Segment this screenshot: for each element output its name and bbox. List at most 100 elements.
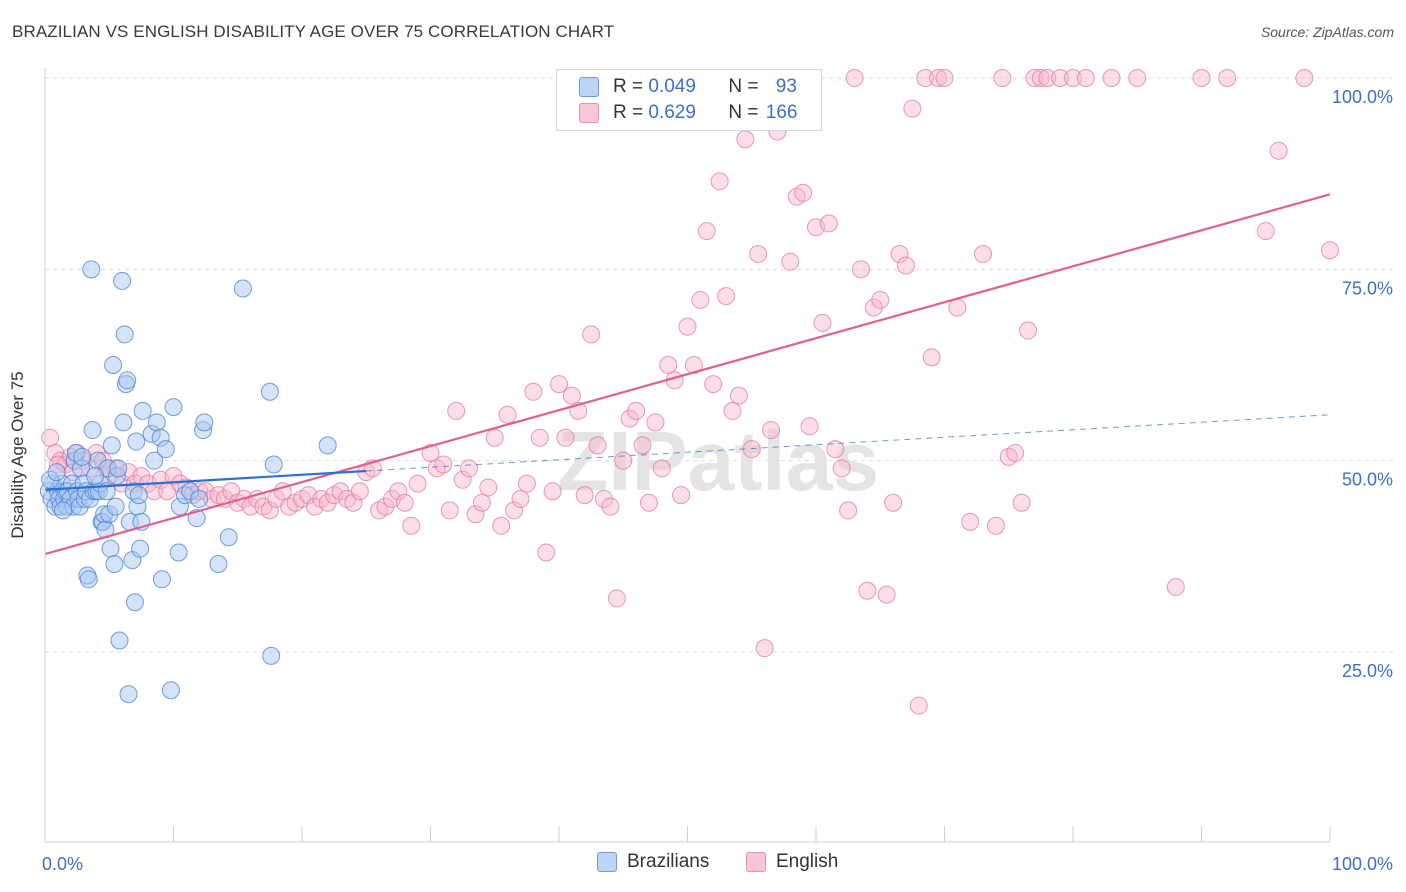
english-point bbox=[864, 298, 883, 317]
english-point bbox=[331, 482, 350, 501]
english-point bbox=[485, 428, 504, 447]
english-point bbox=[646, 413, 665, 432]
english-point bbox=[248, 489, 267, 508]
english-point bbox=[376, 497, 395, 516]
english-point bbox=[1321, 241, 1339, 260]
english-point bbox=[961, 512, 980, 531]
brazilian-point bbox=[262, 646, 281, 665]
brazilian-point bbox=[209, 554, 228, 573]
english-point bbox=[659, 356, 678, 374]
brazilian-point bbox=[195, 413, 214, 432]
legend-n-value: 93 bbox=[775, 76, 797, 97]
brazilian-point bbox=[318, 436, 337, 455]
english-point bbox=[890, 245, 909, 264]
english-point bbox=[164, 466, 183, 485]
y-tick-label: 25.0% bbox=[1342, 661, 1393, 681]
english-points bbox=[41, 69, 1339, 715]
english-point bbox=[1038, 69, 1057, 87]
brazilian-point bbox=[145, 451, 164, 470]
x-tick-label: 0.0% bbox=[42, 854, 83, 874]
english-point bbox=[819, 214, 838, 233]
english-point bbox=[916, 69, 935, 87]
source-label: Source: ZipAtlas.com bbox=[1260, 24, 1394, 40]
english-point bbox=[1051, 69, 1070, 87]
english-point bbox=[1031, 69, 1050, 87]
legend-row-english: R = 0.629 N = 166 bbox=[579, 101, 797, 125]
english-point bbox=[472, 493, 491, 512]
series-legend: Brazilians English bbox=[0, 851, 1406, 877]
english-point bbox=[434, 455, 453, 474]
english-point bbox=[909, 696, 928, 715]
english-point bbox=[562, 386, 581, 405]
english-point bbox=[813, 313, 832, 332]
y-axis-label: Disability Age Over 75 bbox=[8, 371, 27, 539]
brazilian-point bbox=[129, 486, 148, 505]
english-point bbox=[530, 428, 549, 447]
english-point bbox=[318, 493, 337, 512]
english-point bbox=[929, 69, 948, 87]
english-point bbox=[524, 382, 543, 401]
english-point bbox=[41, 428, 60, 447]
x-tick-label: 100.0% bbox=[1332, 854, 1393, 874]
brazilian-point bbox=[105, 554, 124, 573]
english-point bbox=[993, 69, 1012, 87]
english-point bbox=[723, 401, 742, 420]
english-point bbox=[241, 497, 260, 516]
english-point bbox=[633, 436, 652, 455]
legend-row-brazilians: R = 0.049 N = 93 bbox=[579, 75, 797, 99]
brazilian-point bbox=[169, 543, 188, 562]
english-point bbox=[729, 386, 748, 405]
axes bbox=[44, 68, 1331, 843]
brazilian-point bbox=[260, 382, 279, 401]
brazilian-point bbox=[152, 570, 171, 589]
english-point bbox=[601, 497, 620, 516]
english-point bbox=[704, 375, 723, 394]
english-point bbox=[1192, 69, 1211, 87]
english-point bbox=[1166, 577, 1185, 596]
brazilian-point bbox=[101, 539, 120, 558]
x-tick-labels: 0.0% 100.0% bbox=[42, 854, 1393, 874]
english-point bbox=[543, 482, 562, 501]
legend-n-value: 166 bbox=[765, 102, 798, 123]
english-point bbox=[839, 501, 858, 520]
english-point bbox=[935, 69, 954, 87]
brazilian-point bbox=[79, 570, 98, 589]
english-point bbox=[845, 69, 864, 87]
brazilian-point bbox=[190, 489, 209, 508]
brazilian-point bbox=[83, 421, 102, 440]
legend-label-english: English bbox=[776, 851, 839, 872]
legend-r-value: 0.049 bbox=[648, 76, 696, 97]
english-point bbox=[1102, 69, 1121, 87]
english-point bbox=[1076, 69, 1095, 87]
english-point bbox=[537, 543, 556, 562]
english-point bbox=[1019, 321, 1038, 340]
english-point bbox=[858, 581, 877, 600]
english-point bbox=[717, 287, 736, 306]
english-point bbox=[440, 501, 459, 520]
english-point bbox=[614, 451, 633, 470]
brazilian-point bbox=[147, 413, 166, 432]
brazilian-point bbox=[133, 401, 152, 420]
english-point bbox=[453, 470, 472, 489]
brazilian-point bbox=[114, 413, 133, 432]
english-point bbox=[505, 501, 524, 520]
english-point bbox=[389, 482, 408, 501]
trend-lines bbox=[44, 193, 1331, 556]
english-point bbox=[896, 256, 915, 275]
brazilian-point bbox=[118, 371, 137, 390]
english-point bbox=[1064, 69, 1082, 87]
english-point bbox=[1256, 222, 1275, 241]
brazilian-point bbox=[47, 463, 66, 482]
brazilian-point bbox=[86, 466, 105, 485]
english-point bbox=[884, 493, 903, 512]
brazilian-points bbox=[39, 260, 337, 704]
english-point bbox=[974, 245, 993, 264]
brazilian-point bbox=[113, 271, 132, 290]
english-point bbox=[697, 222, 716, 241]
legend-swatch-blue bbox=[579, 77, 599, 97]
brazilian-point bbox=[127, 432, 146, 451]
legend-swatch-english bbox=[746, 852, 766, 872]
english-point bbox=[877, 585, 896, 604]
brazilian-point bbox=[53, 501, 72, 520]
english-point bbox=[639, 493, 658, 512]
